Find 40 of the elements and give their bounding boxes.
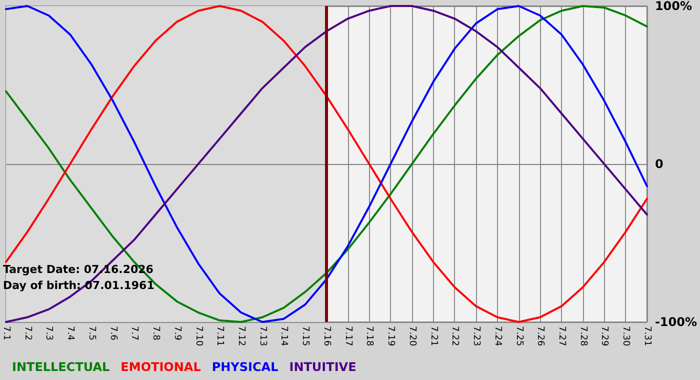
x-tick-label: 7.9 (172, 326, 182, 341)
x-tick-label: 7.23 (471, 326, 482, 346)
x-tick-label: 7.24 (492, 326, 502, 346)
annotation: Day of birth: 07.01.1961 (3, 279, 154, 292)
x-tick-label: 7.8 (150, 326, 161, 341)
x-tick-label: 7.30 (620, 326, 631, 346)
x-tick-label: 7.22 (450, 326, 460, 346)
x-tick-label: 7.13 (257, 326, 268, 346)
x-tick-label: 7.3 (44, 326, 54, 340)
text: EMOTIONAL (120, 360, 202, 374)
x-tick-label: 7.2 (22, 326, 32, 340)
x-tick-label: 7.28 (578, 326, 588, 346)
x-tick-label: 7.7 (129, 326, 140, 340)
x-tick-label: 7.25 (514, 326, 524, 346)
x-tick-label: 7.29 (599, 326, 610, 346)
x-tick-label: 7.19 (386, 326, 396, 346)
text: INTUITIVE (289, 360, 356, 374)
x-tick-label: 7.12 (236, 326, 246, 346)
x-tick-label: 7.11 (214, 326, 225, 346)
line-series (5, 5, 648, 323)
x-tick-label: 7.26 (535, 326, 546, 346)
y-tick-label: 0 (654, 157, 664, 171)
x-tick-label: 7.5 (86, 326, 96, 340)
x-tick-label: 7.27 (556, 326, 566, 346)
x-tick-label: 7.31 (642, 326, 652, 346)
text: INTELLECTUAL (12, 360, 110, 374)
x-tick-label: 7.15 (300, 326, 310, 346)
y-tick-label: 100% (654, 0, 692, 13)
x-tick-label: 7.10 (193, 326, 204, 346)
x-tick-label: 7.21 (428, 326, 438, 346)
x-tick-label: 7.17 (342, 326, 353, 346)
x-tick-label: 7.14 (278, 326, 289, 346)
text: PHYSICAL (212, 360, 279, 374)
x-tick-label: 7.1 (1, 326, 11, 340)
y-tick-label: -100% (654, 315, 698, 329)
x-tick-label: 7.6 (108, 326, 118, 341)
x-tick-label: 7.16 (321, 326, 332, 346)
x-tick-label: 7.18 (364, 326, 374, 346)
x-tick-label: 7.20 (406, 326, 417, 346)
x-tick-label: 7.4 (65, 326, 76, 341)
